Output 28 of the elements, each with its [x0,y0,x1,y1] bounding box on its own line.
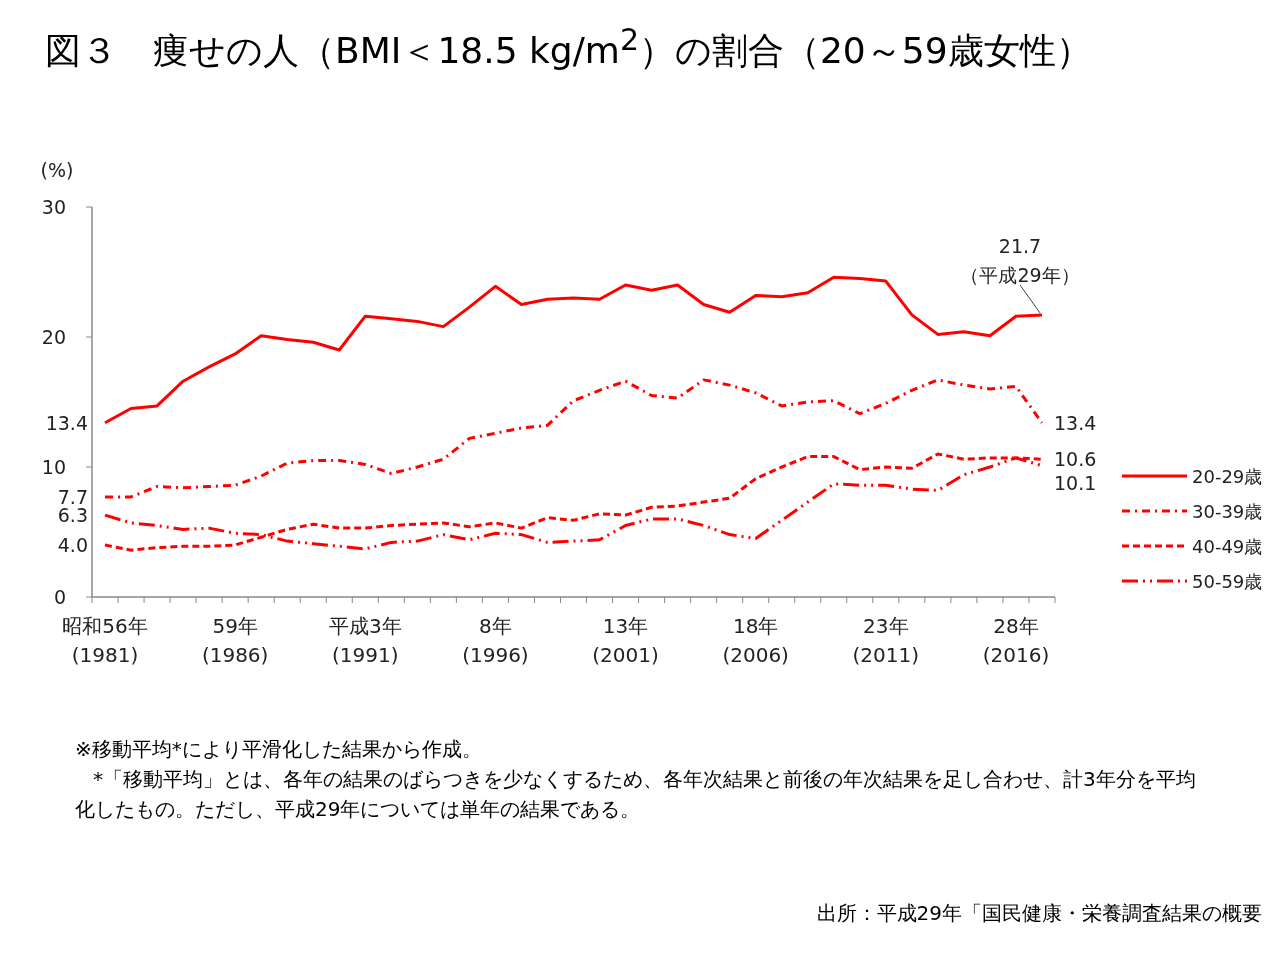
data-label: 13.4 [45,411,88,434]
data-label: 4.0 [57,534,88,556]
x-tick-label: 23年 (2011) [852,614,920,667]
x-tick-label: 28年 (2016) [982,614,1050,667]
data-label: 10.1 [1053,472,1097,495]
data-label: 13.4 [1053,411,1097,434]
x-tick-label: 59年 (1986) [201,614,269,667]
chart-title: 図３ 痩せの人（BMI＜18.5 kg/m$^{2}$）の割合（20～59歳女性） [45,22,1092,73]
legend-label: 40-49歳 [1192,536,1263,557]
x-tick-label: 18年 (2006) [722,614,789,667]
text: *「移動平均」とは、各年の結果のばらつきを少なくするため、各年次結果と前後の年次結果を足し合わせ、計3年分を平均化したもの。ただし、平成29年については単年の結果である。 [75,766,1197,823]
x-tick-label: 13年 (2001) [592,614,659,667]
x-tick-label: 8年 (1996) [462,614,529,667]
y-tick-label: 10 [41,456,66,478]
data-label: 10.6 [1053,448,1097,471]
legend-label: 20-29歳 [1192,466,1263,487]
text: ※移動平均*により平滑化した結果から作成。 [75,736,483,763]
x-tick-label: 平成3年 (1991) [328,614,402,667]
text: 出所：平成29年「国民健康・栄養調査結果の概要 [816,900,1262,927]
y-axis-title: (%) [40,159,74,181]
y-tick-label: 0 [53,586,66,608]
x-tick-label: 昭和56年 (1981) [62,614,148,667]
line-series [103,378,1044,499]
legend-label: 30-39歳 [1192,501,1263,522]
data-label: 21.7 （平成29年） [960,234,1080,286]
legend-label: 50-59歳 [1192,571,1263,592]
y-tick-label: 20 [41,326,66,348]
y-tick-label: 30 [41,196,66,218]
